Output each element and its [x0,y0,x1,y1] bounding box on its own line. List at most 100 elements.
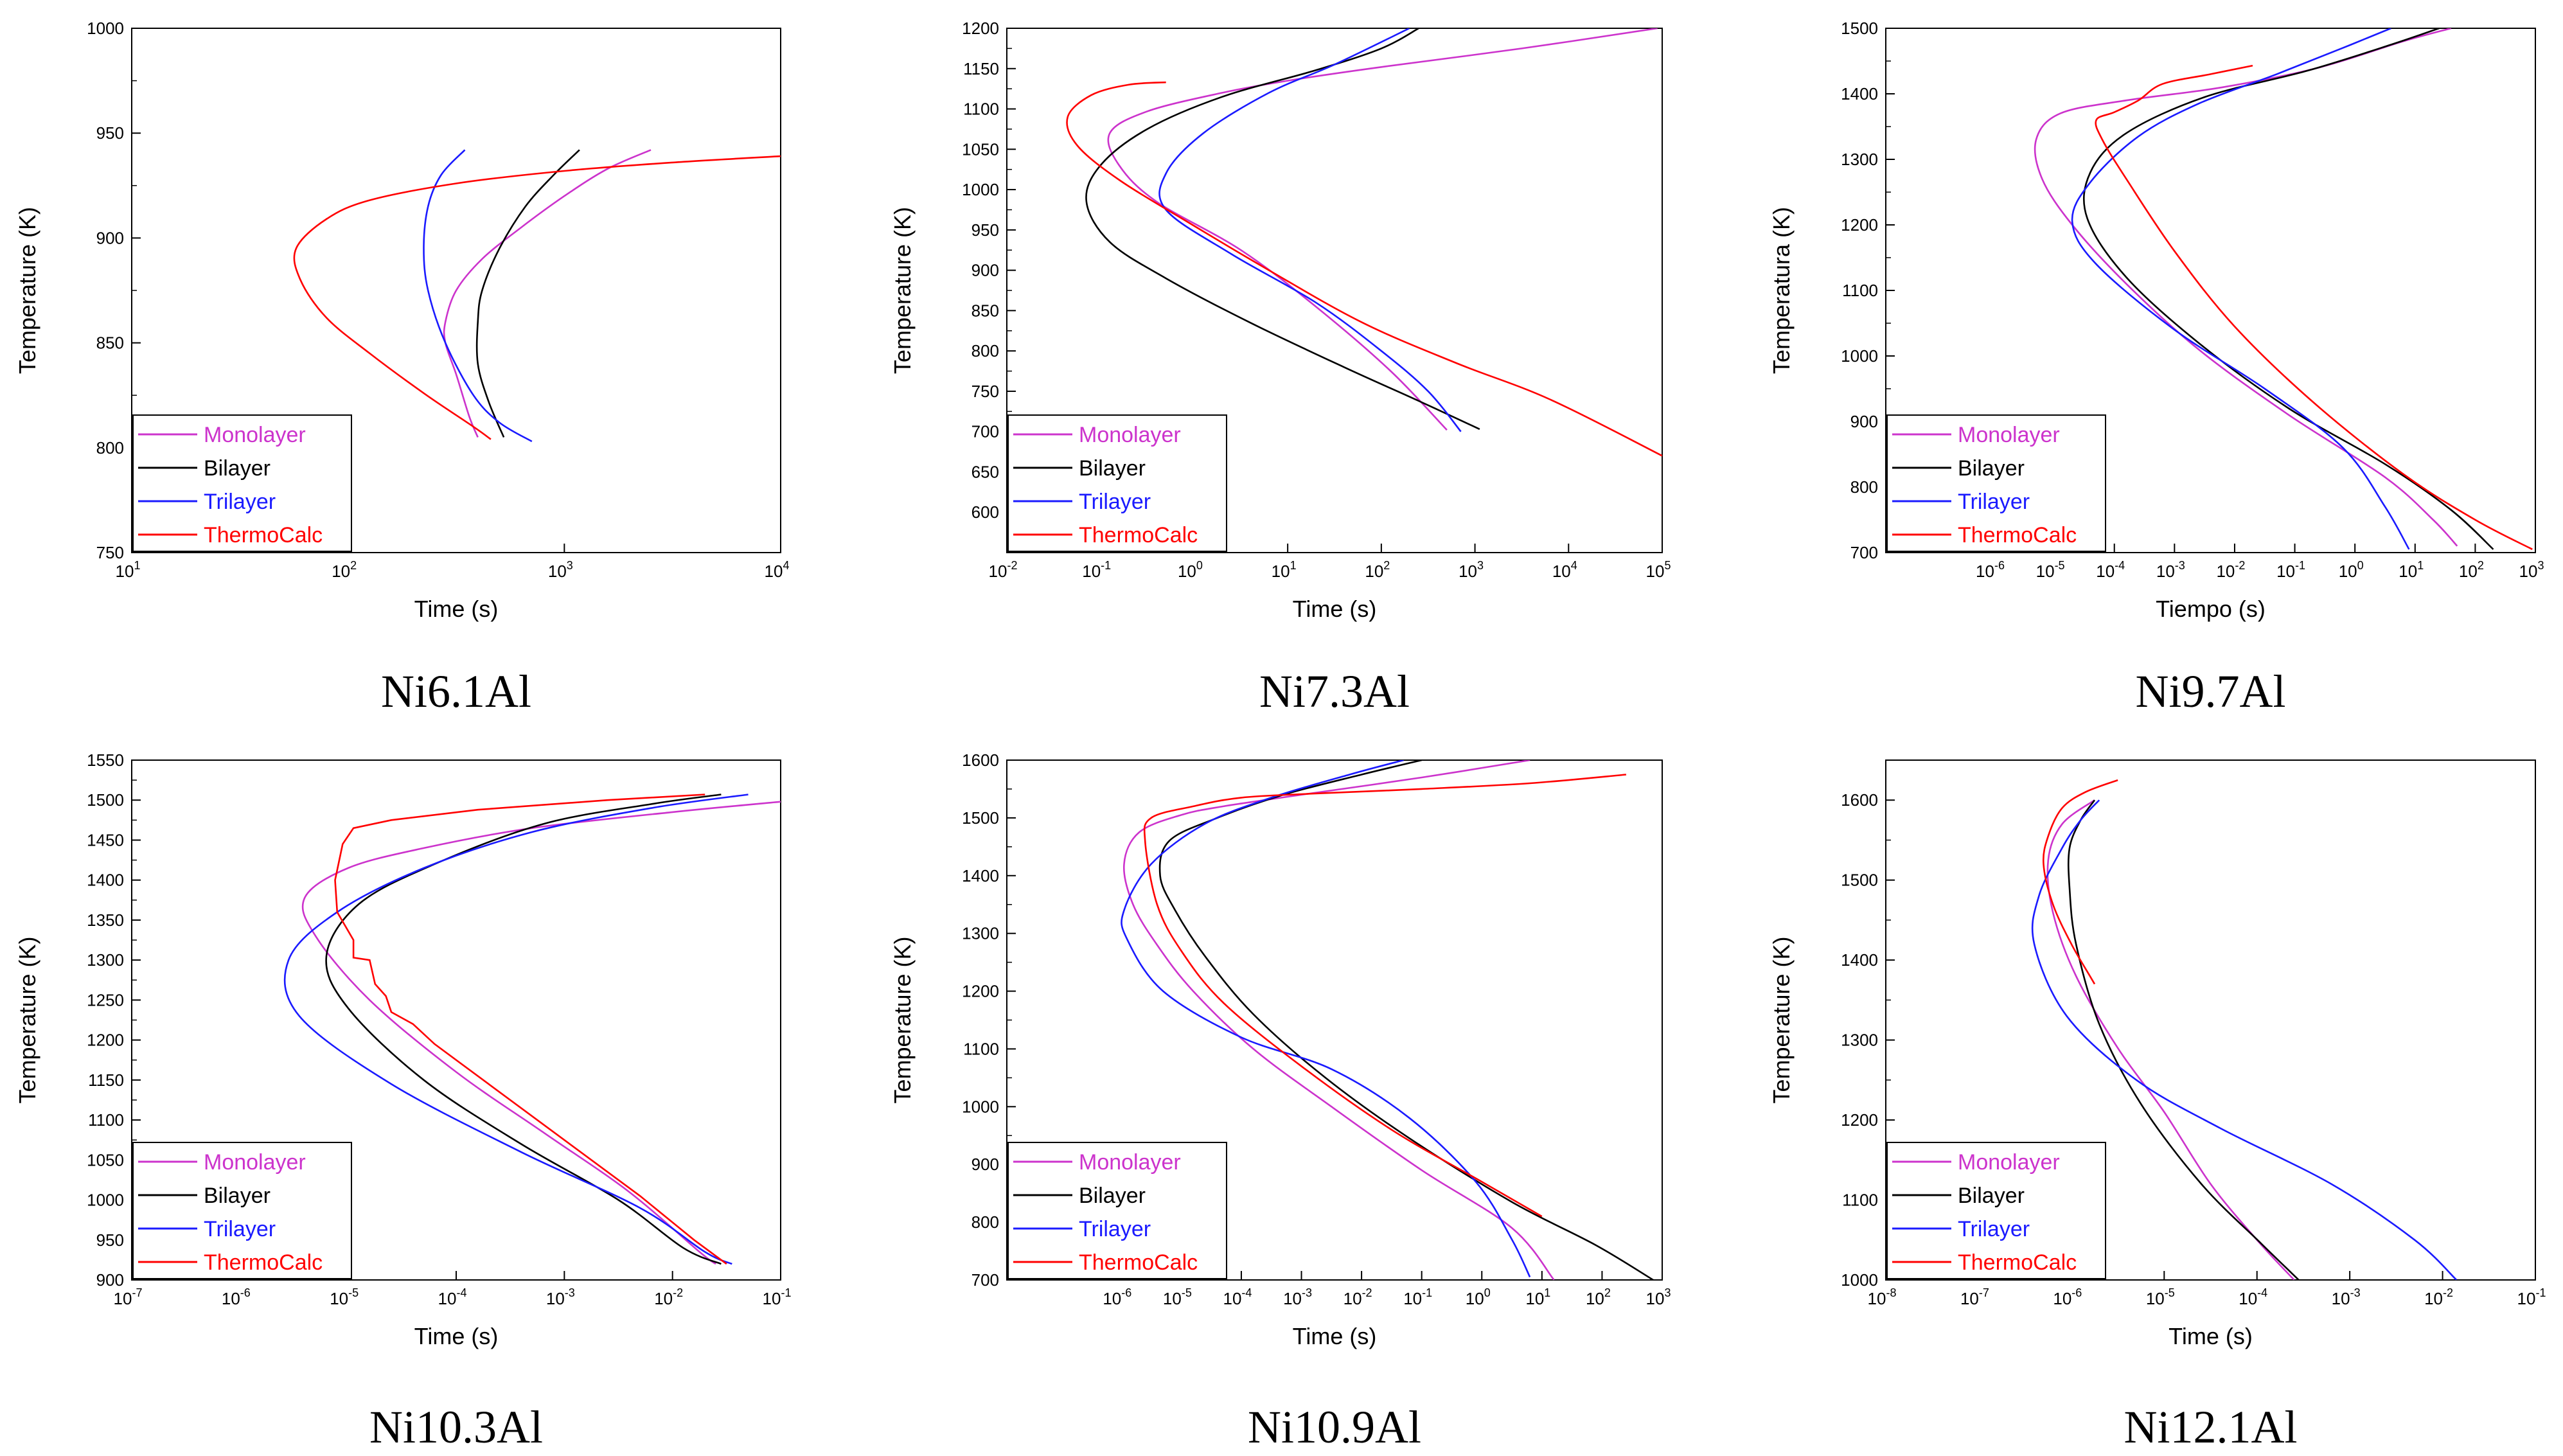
y-tick-label: 1400 [1841,84,1878,103]
legend-label: Trilayer [1958,1217,2030,1241]
panel-caption: Ni10.9Al [1248,1401,1421,1453]
chart-panel-4: 900 950 1000 1050 1100 1150 1200 1250 1300 1350 14… [14,750,791,1453]
y-tick-label: 1350 [87,910,124,930]
legend-box [1886,1142,2106,1279]
x-tick-label: 10-4 [438,1286,467,1308]
series-group [1066,28,1662,457]
legend-box [1886,414,2106,552]
series-line-thermocalc [1066,81,1662,457]
x-tick-label: 10-6 [1103,1286,1131,1308]
legend-box [132,1142,352,1279]
y-tick-label: 1550 [87,750,124,770]
series-line-bilayer [1085,28,1480,431]
series-line-bilayer [2083,28,2494,550]
y-tick-label: 950 [971,220,999,240]
x-tick-label: 105 [1646,559,1671,581]
y-tick-label: 1400 [87,871,124,890]
x-tick-label: 10-1 [1082,559,1111,581]
x-tick-label: 10-3 [546,1286,575,1308]
y-axis-title: Temperature (K) [14,936,40,1103]
x-tick-label: 10-3 [1283,1286,1312,1308]
y-tick-label: 1500 [87,790,124,810]
y-axis-title: Temperatura (K) [1768,207,1795,374]
y-tick-label: 700 [971,422,999,441]
y-tick-label: 800 [96,438,124,457]
y-tick-label: 900 [96,1270,124,1290]
series-group [2031,779,2458,1280]
series-line-thermocalc [1143,774,1627,1218]
legend-label: Bilayer [204,456,270,481]
y-tick-label: 1100 [1842,1191,1878,1210]
panel-caption: Ni12.1Al [2124,1401,2298,1453]
chart-panel-6: 1000 1100 1200 1300 1400 1500 1600 10-8 10-7 10-6… [1768,759,2546,1453]
y-tick-label: 1300 [1841,1031,1878,1050]
x-tick-label: 101 [1525,1286,1550,1308]
x-tick-label: 10-5 [330,1286,359,1308]
x-tick-label: 100 [2339,559,2364,581]
series-line-thermocalc [2095,64,2533,551]
series-line-bilayer [475,149,580,438]
y-tick-label: 950 [96,1230,124,1250]
legend-label: ThermoCalc [204,1250,323,1275]
y-tick-label: 1300 [1841,150,1878,169]
legend-label: Monolayer [1079,1150,1181,1175]
y-tick-label: 1250 [87,990,124,1009]
x-axis-title: Time (s) [2168,1323,2253,1349]
y-axis-title: Temperature (K) [1768,936,1795,1103]
x-tick-label: 102 [332,559,357,581]
x-axis-title: Tiempo (s) [2156,596,2266,622]
y-tick-label: 1200 [1841,215,1878,235]
y-tick-label: 900 [1850,412,1878,431]
legend-label: Monolayer [1958,1150,2060,1175]
series-line-thermocalc [293,155,781,440]
y-tick-label: 700 [1850,543,1878,562]
x-tick-label: 103 [548,559,573,581]
series-line-trilayer [2071,28,2410,550]
y-tick-label: 1100 [963,1039,999,1058]
x-tick-label: 10-7 [114,1286,143,1308]
series-line-monolayer [2046,799,2295,1280]
chart-panel-1: 750 800 850 900 950 1000 101 102 103 104 Time (s) T… [14,19,789,717]
series-line-thermocalc [334,794,727,1265]
legend-label: ThermoCalc [204,523,323,547]
x-tick-label: 10-2 [989,559,1018,581]
series-line-trilayer [423,149,533,443]
x-tick-label: 10-5 [2146,1286,2175,1308]
y-tick-label: 1000 [1841,1270,1878,1290]
x-tick-label: 10-7 [1960,1286,1989,1308]
y-tick-label: 1150 [88,1070,124,1090]
legend-box [1007,414,1227,552]
y-tick-label: 800 [971,341,999,360]
series-group [293,149,781,443]
legend-label: Bilayer [1079,1184,1146,1208]
legend-box [1007,1142,1227,1279]
legend-label: Trilayer [204,490,276,514]
y-tick-label: 850 [971,301,999,320]
y-tick-label: 1600 [1841,790,1878,810]
y-tick-label: 850 [96,333,124,353]
series-line-monolayer [301,801,781,1265]
chart-panel-5: 700 800 900 1000 1100 1200 1300 1400 1500 1600 10-… [889,750,1671,1453]
x-tick-label: 10-1 [1403,1286,1432,1308]
y-tick-label: 800 [1850,477,1878,497]
legend-label: Monolayer [204,423,306,447]
legend-label: Bilayer [1079,456,1146,481]
y-tick-label: 1100 [1842,281,1878,300]
series-line-bilayer [325,794,722,1265]
x-tick-label: 10-3 [2156,559,2185,581]
y-tick-label: 1400 [1841,950,1878,970]
series-line-trilayer [2031,799,2458,1280]
x-tick-label: 10-8 [1868,1286,1897,1308]
x-tick-label: 10-5 [1163,1286,1192,1308]
y-tick-label: 1150 [963,59,999,78]
legend-label: ThermoCalc [1079,1250,1198,1275]
series-line-trilayer [1158,28,1462,432]
y-tick-label: 1200 [87,1031,124,1050]
x-axis-title: Time (s) [414,1323,499,1349]
legend-label: ThermoCalc [1079,523,1198,547]
series-line-bilayer [2067,799,2300,1280]
y-tick-label: 900 [971,1155,999,1174]
legend-label: Trilayer [204,1217,276,1241]
y-tick-label: 900 [971,261,999,280]
y-tick-label: 1000 [962,1097,999,1116]
